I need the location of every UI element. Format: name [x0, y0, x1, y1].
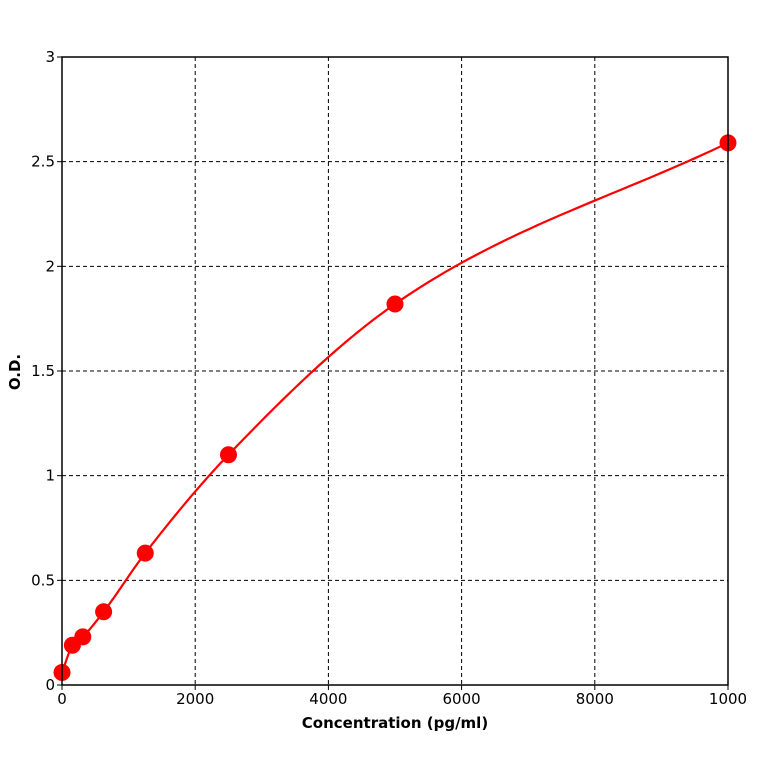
- y-axis-ticks: 0 0.5 1 1.5 2 2.5 3: [31, 48, 62, 694]
- y-tick-label: 2.5: [31, 153, 55, 171]
- data-point: [220, 446, 237, 464]
- fit-curve: [60, 141, 729, 673]
- y-axis-label: O.D.: [6, 354, 24, 390]
- y-tick-label: 1: [45, 467, 55, 485]
- data-point: [136, 544, 154, 562]
- y-tick-label: 0: [45, 676, 55, 694]
- x-tick-label: 4000: [309, 690, 347, 708]
- x-tick-label: 0: [57, 690, 67, 708]
- x-tick-label: 6000: [443, 690, 481, 708]
- y-tick-label: 2: [45, 257, 55, 275]
- x-tick-label: 1000: [709, 690, 747, 708]
- y-tick-label: 3: [45, 48, 55, 66]
- x-tick-label: 2000: [176, 690, 214, 708]
- grid-lines: [62, 57, 728, 685]
- y-tick-label: 1.5: [31, 362, 55, 380]
- x-axis-label: Concentration (pg/ml): [302, 714, 488, 732]
- data-points: [53, 134, 737, 681]
- x-axis-ticks: 0 2000 4000 6000 8000 1000: [57, 685, 747, 708]
- data-point: [386, 295, 404, 313]
- data-point: [95, 603, 113, 621]
- fit-curve-layer: [60, 141, 729, 673]
- y-tick-label: 0.5: [31, 571, 55, 589]
- data-point: [74, 628, 92, 646]
- x-tick-label: 8000: [576, 690, 614, 708]
